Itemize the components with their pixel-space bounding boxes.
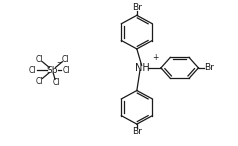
Text: Cl: Cl <box>35 55 43 64</box>
Text: Br: Br <box>132 3 142 12</box>
Text: Cl: Cl <box>28 66 36 75</box>
Text: Br: Br <box>132 127 142 136</box>
Text: −: − <box>57 60 63 66</box>
Text: Br: Br <box>204 63 214 72</box>
Text: Cl: Cl <box>62 66 70 75</box>
Text: Sb: Sb <box>47 66 58 75</box>
Text: Cl: Cl <box>52 78 60 87</box>
Text: NH: NH <box>135 63 150 73</box>
Text: Cl: Cl <box>35 77 43 86</box>
Text: Cl: Cl <box>62 55 69 64</box>
Text: +: + <box>152 53 158 62</box>
